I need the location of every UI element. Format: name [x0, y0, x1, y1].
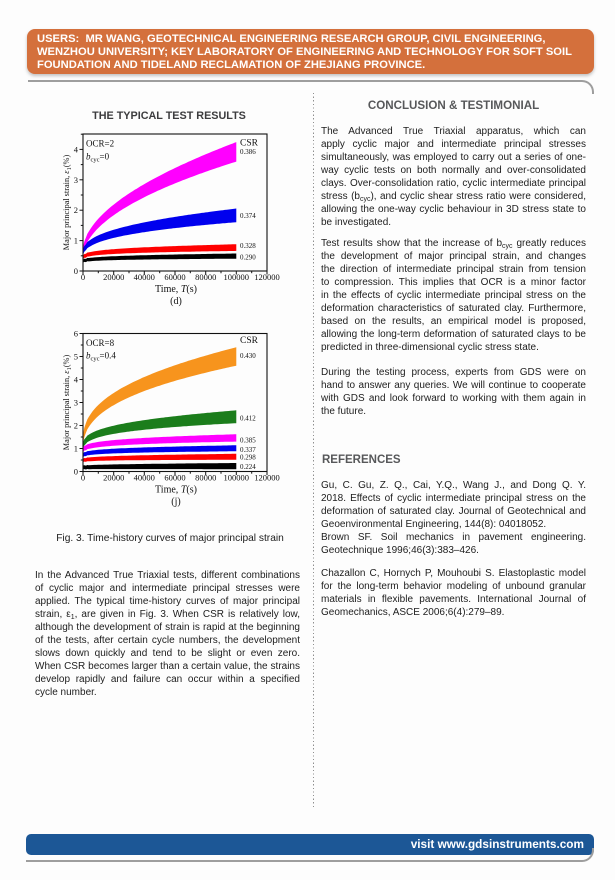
svg-text:OCR=2: OCR=2 — [86, 139, 114, 149]
svg-text:(j): (j) — [171, 497, 180, 508]
svg-text:Time, T(s): Time, T(s) — [155, 284, 197, 295]
svg-text:80000: 80000 — [195, 272, 216, 282]
svg-text:120000: 120000 — [254, 272, 280, 282]
svg-text:0.290: 0.290 — [240, 254, 256, 262]
svg-text:0: 0 — [74, 266, 78, 276]
svg-text:CSR: CSR — [240, 336, 259, 346]
svg-text:2: 2 — [74, 205, 78, 215]
svg-text:3: 3 — [74, 398, 78, 408]
svg-text:60000: 60000 — [164, 473, 185, 483]
svg-text:Major principal strain, ε1(%): Major principal strain, ε1(%) — [62, 155, 73, 251]
svg-text:40000: 40000 — [134, 473, 155, 483]
svg-text:0.430: 0.430 — [240, 352, 256, 360]
svg-text:0.385: 0.385 — [240, 437, 256, 445]
svg-text:bcyc=0: bcyc=0 — [86, 152, 110, 164]
svg-text:0.412: 0.412 — [240, 415, 256, 423]
svg-text:(d): (d) — [170, 296, 182, 307]
svg-text:4: 4 — [74, 144, 79, 154]
svg-text:20000: 20000 — [103, 272, 124, 282]
svg-text:Major principal strain, ε1(%): Major principal strain, ε1(%) — [62, 355, 73, 451]
svg-text:2: 2 — [74, 421, 78, 431]
svg-text:40000: 40000 — [134, 272, 155, 282]
svg-text:0.224: 0.224 — [240, 463, 256, 471]
svg-text:0.374: 0.374 — [240, 212, 256, 220]
svg-text:60000: 60000 — [164, 272, 185, 282]
svg-text:0.328: 0.328 — [240, 242, 256, 250]
svg-text:0.386: 0.386 — [240, 148, 256, 156]
svg-text:120000: 120000 — [254, 473, 280, 483]
svg-text:0: 0 — [81, 473, 85, 483]
svg-text:20000: 20000 — [103, 473, 124, 483]
svg-text:0: 0 — [74, 467, 78, 477]
svg-text:100000: 100000 — [224, 473, 250, 483]
svg-text:0.298: 0.298 — [240, 454, 256, 462]
svg-text:OCR=8: OCR=8 — [86, 338, 115, 348]
svg-text:1: 1 — [74, 444, 78, 454]
svg-text:Time, T(s): Time, T(s) — [155, 485, 197, 496]
svg-text:6: 6 — [74, 329, 78, 339]
svg-text:CSR: CSR — [240, 139, 259, 149]
svg-text:bcyc=0.4: bcyc=0.4 — [86, 351, 116, 363]
svg-text:1: 1 — [74, 236, 78, 246]
svg-text:3: 3 — [74, 175, 78, 185]
svg-text:4: 4 — [74, 375, 79, 385]
svg-text:0.337: 0.337 — [240, 446, 256, 454]
svg-text:0: 0 — [81, 272, 85, 282]
svg-text:100000: 100000 — [224, 272, 250, 282]
svg-text:5: 5 — [74, 352, 78, 362]
svg-text:80000: 80000 — [195, 473, 216, 483]
